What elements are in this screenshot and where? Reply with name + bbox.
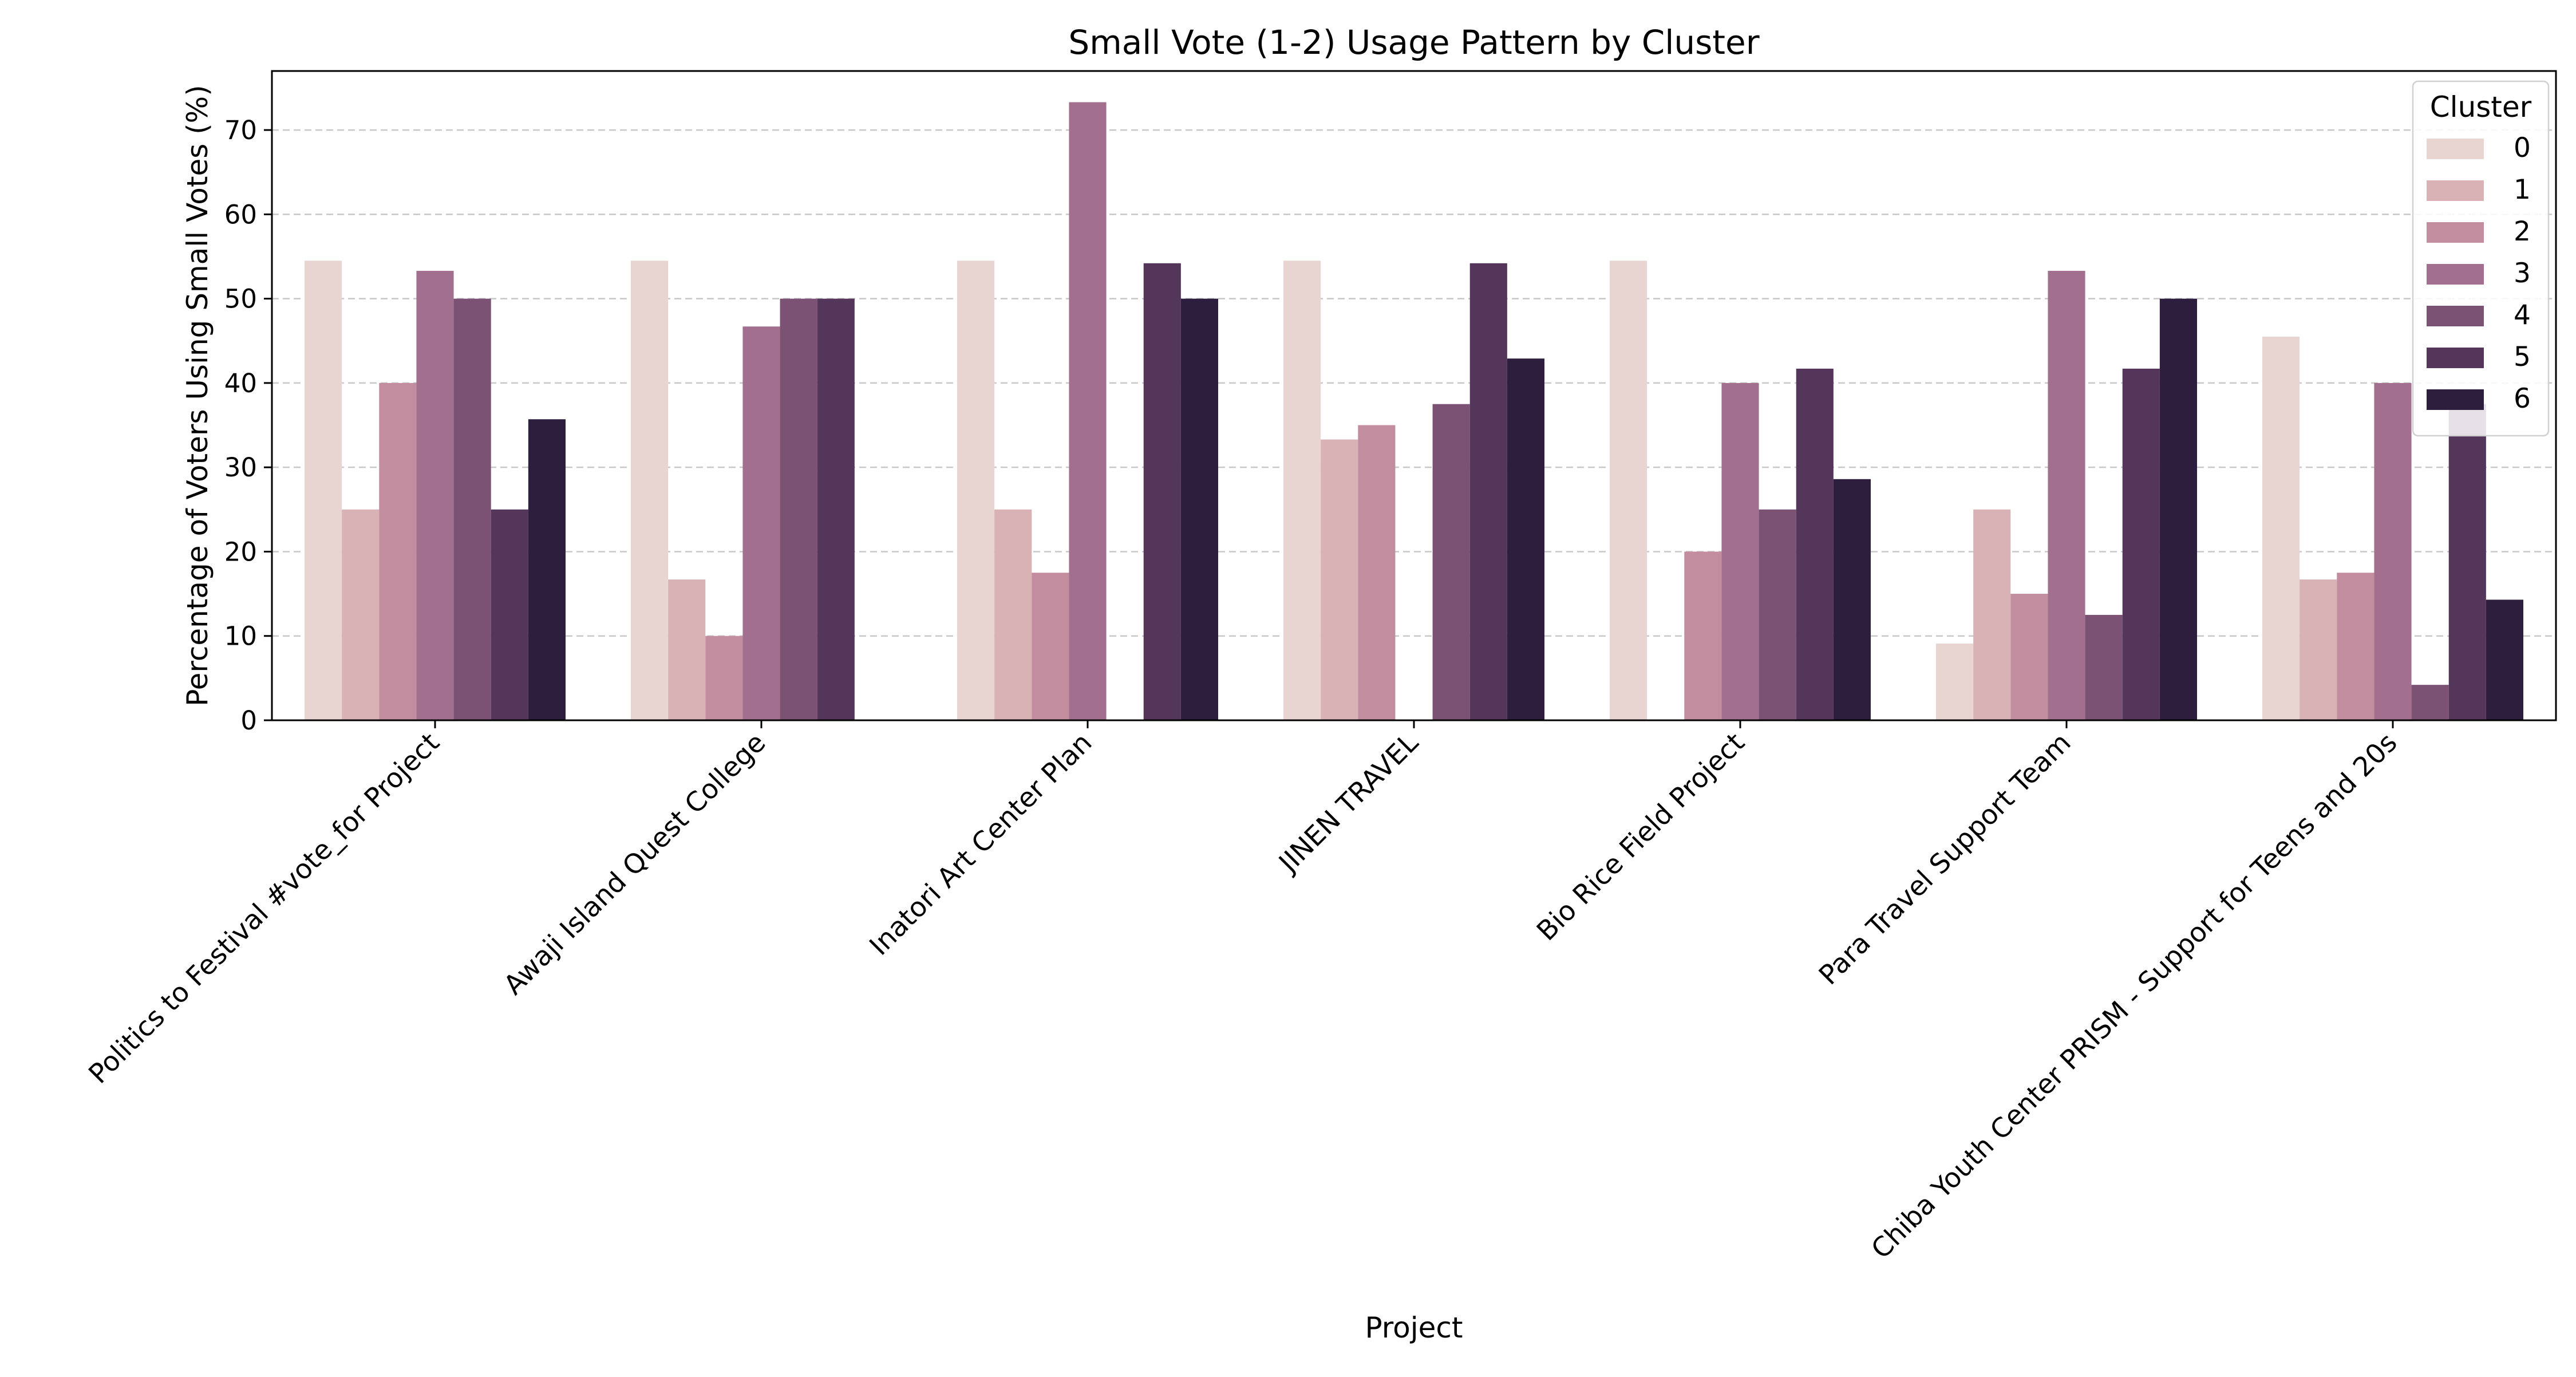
bar-cluster-0: [305, 261, 342, 720]
y-tick-label: 10: [224, 621, 257, 652]
bar-cluster-0: [957, 261, 995, 720]
legend-swatch-0: [2427, 139, 2484, 159]
bar-cluster-1: [2300, 579, 2337, 720]
legend-title: Cluster: [2430, 90, 2532, 124]
bar-cluster-2: [705, 636, 743, 720]
y-tick-label: 40: [224, 368, 257, 398]
bar-cluster-0: [1936, 643, 1974, 720]
bar-cluster-5: [817, 298, 855, 720]
y-tick-label: 50: [224, 284, 257, 314]
bar-cluster-3: [742, 326, 780, 720]
bar-cluster-6: [1507, 358, 1544, 720]
legend-label-6: 6: [2514, 383, 2531, 415]
y-axis: 0 10 20 30 40 50 60 70: [224, 115, 272, 736]
bar-cluster-5: [1143, 263, 1181, 720]
legend-swatch-1: [2427, 180, 2484, 201]
bar-cluster-5: [2448, 404, 2486, 720]
y-axis-title: Percentage of Voters Using Small Votes (…: [181, 85, 214, 706]
legend-swatch-3: [2427, 264, 2484, 285]
bars: [305, 102, 2523, 720]
bar-cluster-5: [2122, 368, 2160, 720]
bar-cluster-3: [2374, 382, 2412, 720]
bar-cluster-0: [2262, 336, 2300, 720]
bar-cluster-1: [1321, 439, 1358, 720]
bar-cluster-4: [2085, 614, 2123, 720]
bar-cluster-1: [668, 579, 706, 720]
legend-label-3: 3: [2514, 258, 2531, 289]
legend-swatch-2: [2427, 222, 2484, 243]
bar-cluster-3: [1721, 382, 1759, 720]
y-tick-label: 30: [224, 452, 257, 483]
legend: Cluster 0 1 2 3 4 5 6: [2412, 80, 2550, 437]
bar-cluster-3: [2048, 271, 2085, 720]
bar-cluster-0: [1610, 261, 1647, 720]
bar-cluster-2: [2010, 594, 2048, 720]
bar-cluster-4: [453, 298, 491, 720]
legend-label-0: 0: [2514, 132, 2531, 164]
bar-cluster-1: [1973, 509, 2011, 720]
legend-swatch-5: [2427, 348, 2484, 368]
y-tick-label: 20: [224, 536, 257, 567]
bar-cluster-6: [1180, 298, 1218, 720]
bar-cluster-3: [1069, 102, 1107, 720]
bar-cluster-6: [2486, 599, 2523, 720]
bar-cluster-1: [994, 509, 1032, 720]
bar-cluster-2: [379, 382, 417, 720]
y-tick-label: 70: [224, 115, 257, 145]
legend-swatch-6: [2427, 389, 2484, 410]
bar-cluster-4: [1432, 404, 1470, 720]
legend-label-2: 2: [2514, 216, 2531, 247]
bar-cluster-3: [416, 271, 454, 720]
bar-cluster-6: [1833, 479, 1871, 720]
bar-cluster-2: [1032, 573, 1069, 720]
bar-cluster-4: [2411, 685, 2449, 720]
bar-cluster-0: [631, 261, 669, 720]
bar-cluster-0: [1283, 261, 1321, 720]
legend-swatch-4: [2427, 306, 2484, 326]
bar-cluster-1: [342, 509, 380, 720]
bar-cluster-2: [1684, 551, 1722, 720]
bar-cluster-5: [1796, 368, 1834, 720]
bar-cluster-4: [1759, 509, 1796, 720]
bar-cluster-2: [2337, 573, 2374, 720]
bar-cluster-5: [1469, 263, 1507, 720]
chart-title: Small Vote (1-2) Usage Pattern by Cluste…: [1068, 23, 1759, 62]
x-axis-title: Project: [1365, 1311, 1463, 1344]
bar-cluster-5: [491, 509, 528, 720]
bar-cluster-6: [528, 419, 566, 720]
bar-cluster-2: [1358, 425, 1396, 720]
y-tick-label: 60: [224, 199, 257, 230]
legend-box: [2412, 80, 2550, 437]
legend-label-5: 5: [2514, 341, 2531, 373]
legend-label-1: 1: [2514, 174, 2531, 206]
bar-cluster-6: [2159, 298, 2197, 720]
bar-cluster-4: [780, 298, 817, 720]
legend-label-4: 4: [2514, 299, 2531, 331]
y-tick-label: 0: [240, 705, 257, 736]
